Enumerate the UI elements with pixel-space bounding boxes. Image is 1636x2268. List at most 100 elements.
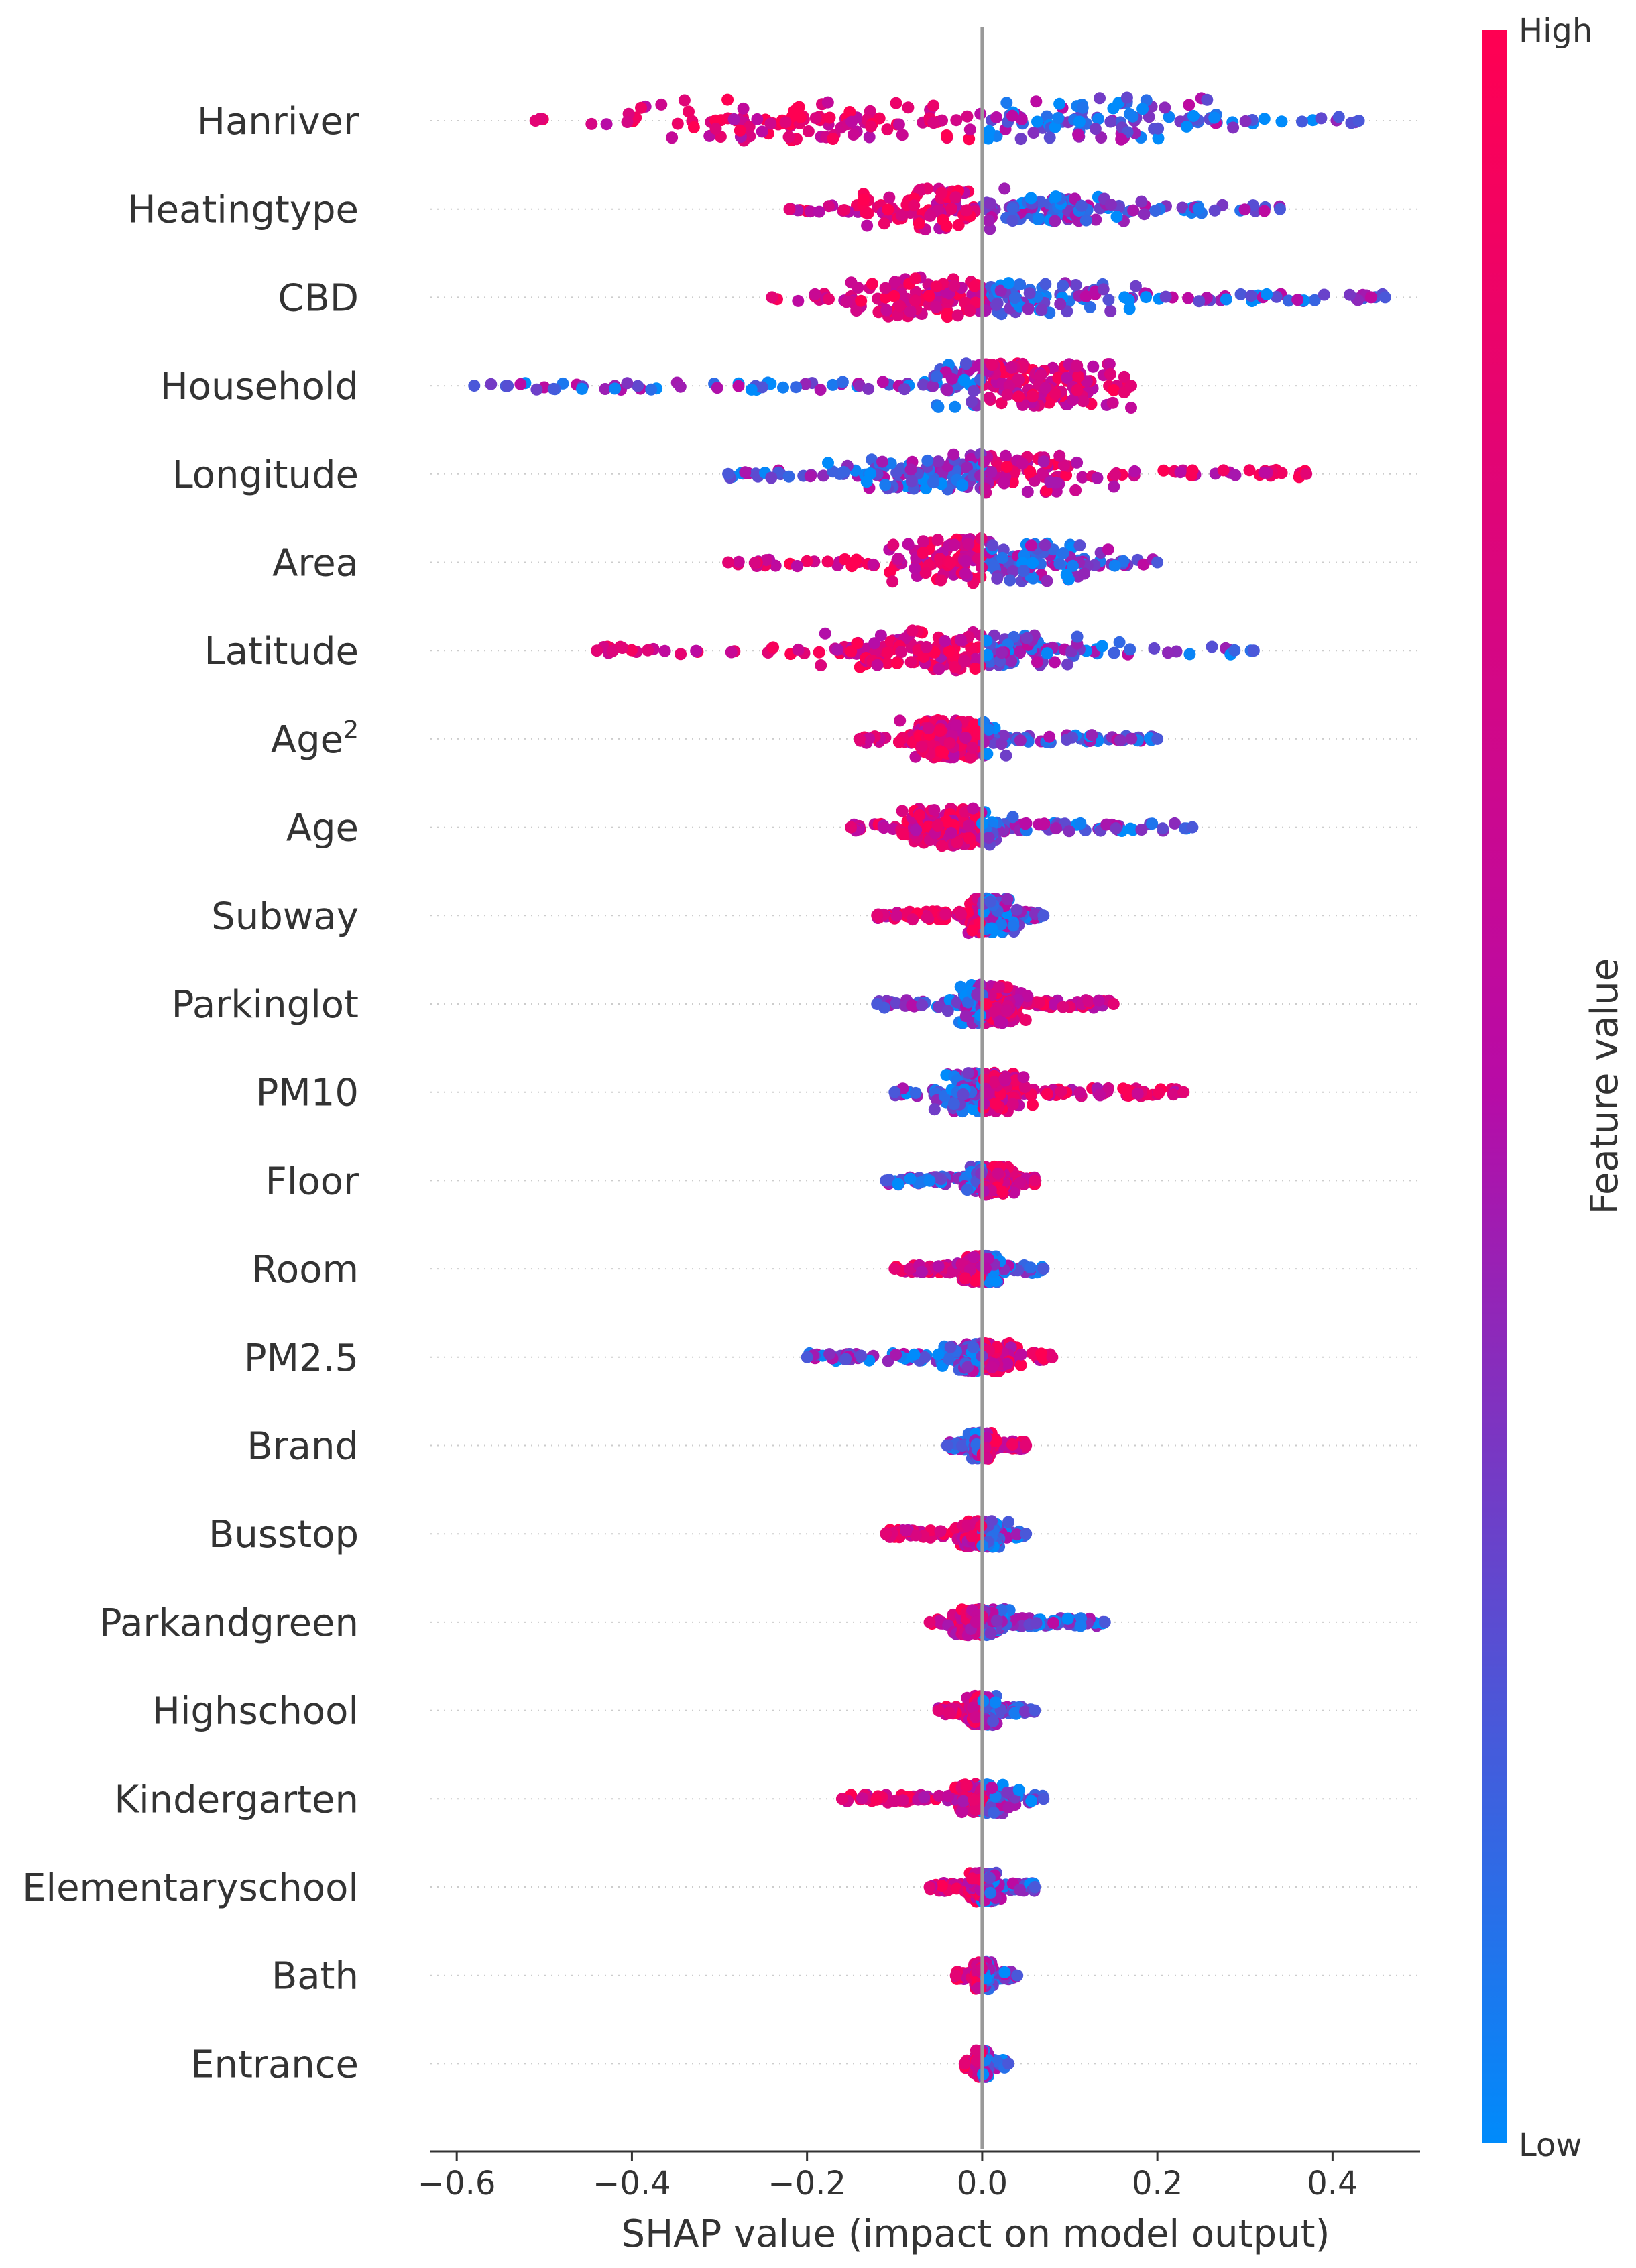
- shap-point: [967, 1701, 979, 1714]
- shap-point: [739, 466, 752, 479]
- shap-point: [1015, 1348, 1027, 1361]
- shap-point: [1176, 201, 1189, 214]
- shap-point: [814, 384, 827, 396]
- shap-point: [1022, 302, 1035, 315]
- shap-point: [1018, 1081, 1031, 1094]
- shap-point: [959, 567, 972, 579]
- shap-point: [809, 288, 821, 300]
- shap-point-extreme: [1300, 467, 1313, 480]
- shap-point: [892, 118, 905, 131]
- shap-point: [1000, 97, 1013, 109]
- shap-point: [998, 1966, 1011, 1978]
- shap-point: [1049, 190, 1062, 203]
- shap-point: [988, 1006, 1001, 1018]
- shap-point: [850, 304, 863, 317]
- shap-point: [576, 382, 588, 395]
- shap-point: [891, 657, 903, 669]
- shap-point: [863, 732, 875, 745]
- shap-point: [1002, 277, 1015, 290]
- shap-point: [951, 836, 963, 849]
- shap-point: [782, 131, 795, 144]
- shap-point: [1014, 133, 1027, 146]
- shap-point: [929, 300, 942, 313]
- shap-point: [1108, 480, 1120, 493]
- shap-point: [961, 996, 974, 1009]
- shap-point-extreme: [1352, 115, 1365, 127]
- shap-point: [626, 644, 638, 657]
- shap-point: [948, 538, 961, 551]
- shap-point: [998, 477, 1010, 490]
- shap-point: [725, 646, 738, 659]
- shap-point: [1073, 115, 1086, 128]
- shap-point: [928, 804, 941, 817]
- shap-point: [1025, 1795, 1038, 1807]
- shap-point: [954, 634, 967, 646]
- shap-point: [599, 383, 611, 395]
- shap-point: [1206, 640, 1218, 653]
- shap-point: [1128, 465, 1141, 477]
- shap-point: [940, 220, 953, 233]
- shap-point: [1073, 539, 1086, 552]
- shap-point: [1261, 288, 1273, 300]
- shap-point: [1013, 1884, 1026, 1896]
- shap-point: [983, 1872, 996, 1884]
- shap-point: [989, 1696, 1002, 1709]
- shap-point: [968, 280, 981, 292]
- shap-point: [1019, 817, 1032, 830]
- shap-point: [1027, 1098, 1039, 1111]
- shap-point: [711, 382, 723, 394]
- beeswarm-points: [468, 91, 1391, 2083]
- shap-point: [1014, 1359, 1027, 1371]
- shap-point: [858, 193, 870, 206]
- shap-point: [1031, 115, 1043, 128]
- shap-point-extreme: [529, 115, 542, 127]
- shap-point: [1049, 121, 1061, 133]
- shap-point: [1076, 101, 1089, 114]
- shap-point: [732, 380, 745, 392]
- shap-point: [1169, 817, 1181, 830]
- shap-point: [868, 637, 881, 650]
- shap-point: [896, 129, 909, 141]
- shap-point: [1041, 1088, 1053, 1100]
- shap-point: [1001, 1357, 1014, 1370]
- shap-point: [864, 105, 876, 117]
- shap-point: [1043, 131, 1056, 144]
- shap-point: [956, 1440, 969, 1452]
- shap-point: [894, 714, 907, 727]
- shap-point: [870, 1793, 883, 1806]
- shap-point-extreme: [1379, 291, 1391, 304]
- shap-point: [939, 908, 952, 921]
- shap-point: [1069, 279, 1082, 291]
- shap-point: [1118, 291, 1131, 304]
- shap-point: [862, 382, 875, 395]
- shap-point: [896, 1794, 909, 1807]
- shap-point: [998, 1072, 1011, 1085]
- shap-point: [864, 467, 877, 480]
- shap-point: [547, 382, 560, 395]
- shap-point-extreme: [880, 1174, 892, 1187]
- shap-point: [616, 642, 629, 654]
- shap-point: [908, 199, 921, 212]
- shap-point: [1102, 543, 1114, 556]
- shap-point: [1036, 467, 1049, 480]
- shap-point: [876, 455, 888, 468]
- shap-point: [960, 1779, 973, 1792]
- shap-point: [927, 117, 940, 129]
- shap-point: [923, 290, 935, 302]
- shap-point: [709, 123, 722, 135]
- shap-point: [913, 217, 925, 230]
- shap-point: [959, 732, 972, 744]
- shap-point: [821, 555, 834, 568]
- shap-point: [990, 111, 1002, 123]
- shap-point: [895, 646, 908, 659]
- shap-point: [1035, 304, 1048, 316]
- shap-point: [866, 278, 878, 290]
- shap-point: [961, 1184, 974, 1196]
- shap-point: [621, 116, 634, 128]
- shap-point: [1220, 293, 1232, 306]
- shap-point: [792, 294, 805, 307]
- shap-point: [989, 1097, 1002, 1110]
- shap-point: [892, 553, 904, 565]
- shap-point: [1010, 1528, 1023, 1541]
- shap-point: [1021, 486, 1034, 498]
